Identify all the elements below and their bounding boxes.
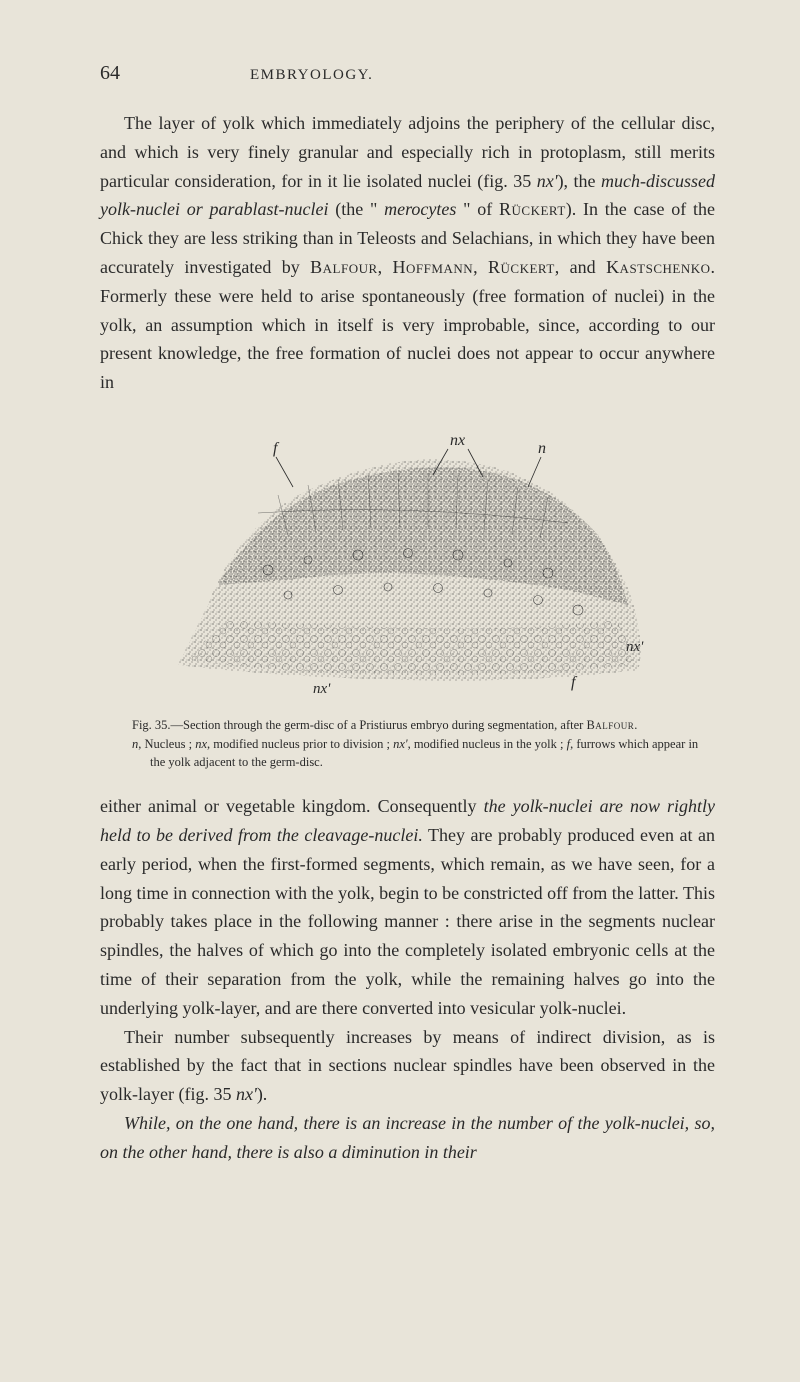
var-nx: nx' xyxy=(236,1084,257,1104)
author-name: Rückert xyxy=(499,199,566,219)
paragraph-1: The layer of yolk which immediately adjo… xyxy=(100,109,715,397)
author-name: Kastschenko xyxy=(606,257,710,277)
text-span: . xyxy=(634,718,637,732)
embryo-illustration: f nx n nx' nx' f xyxy=(128,425,688,705)
text-span: ), the xyxy=(558,171,601,191)
text-span: They are probably produced even at an ea… xyxy=(100,825,715,1018)
label-nx-prime: nx' xyxy=(626,639,644,655)
text-span: " of xyxy=(456,199,499,219)
caption-author: Balfour xyxy=(586,718,634,732)
caption-main: Fig. 35.—Section through the germ-disc o… xyxy=(132,718,557,732)
text-span: , modified nucleus in the yolk ; xyxy=(408,737,567,751)
var-nxp: nx' xyxy=(393,737,407,751)
paragraph-2: either animal or vegetable kingdom. Cons… xyxy=(100,792,715,1022)
text-span: after xyxy=(557,718,586,732)
italic-term: merocytes xyxy=(384,199,456,219)
text-span: , xyxy=(378,257,393,277)
var-nx: nx' xyxy=(537,171,558,191)
label-f: f xyxy=(273,440,280,457)
paragraph-3: Their number subsequently increases by m… xyxy=(100,1023,715,1109)
author-name: Rückert xyxy=(488,257,555,277)
paragraph-4: While, on the one hand, there is an incr… xyxy=(100,1109,715,1167)
text-span: , and xyxy=(555,257,606,277)
var-nx: nx xyxy=(195,737,207,751)
text-span: ). xyxy=(257,1084,268,1104)
text-span: either animal or vegetable kingdom. Cons… xyxy=(100,796,484,816)
text-span: , Nucleus ; xyxy=(138,737,195,751)
label-nx-prime-bottom: nx' xyxy=(313,681,331,697)
text-span: . Formerly these were held to arise spon… xyxy=(100,257,715,392)
author-name: Hoffmann xyxy=(393,257,474,277)
page-number: 64 xyxy=(100,62,120,85)
label-f-bottom: f xyxy=(571,674,578,691)
text-span: , modified nucleus prior to division ; xyxy=(207,737,393,751)
author-name: Balfour xyxy=(310,257,378,277)
figure-35: f nx n nx' nx' f Fig. 35.—Section throug… xyxy=(100,425,715,772)
figure-caption: Fig. 35.—Section through the germ-disc o… xyxy=(100,716,715,772)
section-title: EMBRYOLOGY. xyxy=(250,67,373,84)
label-n: n xyxy=(538,440,546,457)
text-span: Their number subsequently increases by m… xyxy=(100,1027,715,1105)
text-span: , xyxy=(473,257,488,277)
label-nx: nx xyxy=(450,432,465,449)
text-span: (the " xyxy=(328,199,384,219)
italic-continuation: While, on the one hand, there is an incr… xyxy=(100,1113,715,1162)
